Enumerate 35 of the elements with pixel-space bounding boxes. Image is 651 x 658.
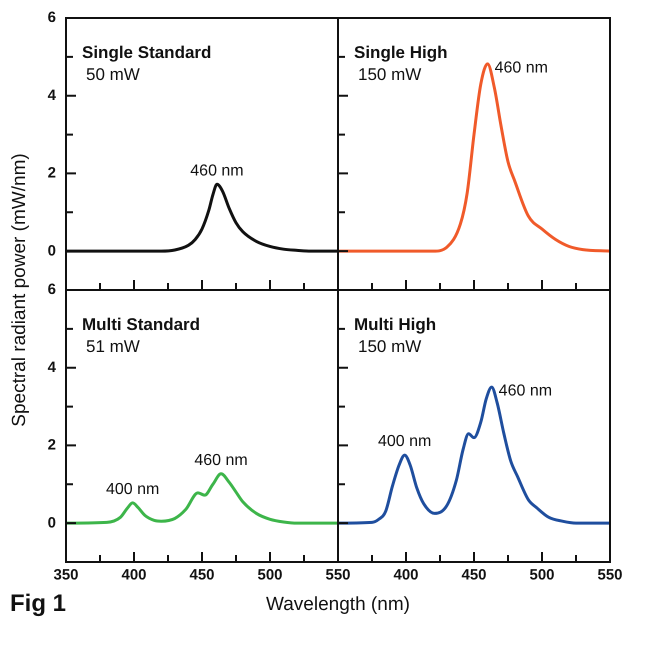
x-tick-label: 350 bbox=[53, 566, 79, 584]
y-tick-label: 4 bbox=[48, 86, 57, 104]
line-series bbox=[66, 472, 338, 525]
text: Multi High bbox=[354, 315, 436, 334]
text: 150 mW bbox=[358, 65, 422, 84]
text: Single Standard bbox=[82, 43, 212, 62]
text: 150 mW bbox=[358, 337, 422, 356]
text: Multi Standard bbox=[82, 315, 200, 334]
caption: Fig 1 bbox=[10, 590, 66, 618]
y-tick-label: 4 bbox=[48, 358, 57, 376]
annotation: 460 nm bbox=[494, 59, 548, 76]
y-axis-title: Spectral radiant power (mW/nm) bbox=[9, 153, 31, 427]
x-tick-label: 550 bbox=[597, 566, 623, 584]
x-axis-title: Wavelength (nm) bbox=[266, 594, 410, 616]
y-tick-label: 2 bbox=[48, 164, 56, 182]
annotation: 400 nm bbox=[378, 433, 432, 450]
x-tick-label: 550 bbox=[325, 566, 351, 584]
x-tick-label: 400 bbox=[393, 566, 419, 584]
x-tick-label: 500 bbox=[529, 566, 555, 584]
y-tick-label: 0 bbox=[48, 514, 56, 532]
x-tick-label: 500 bbox=[257, 566, 283, 584]
x-tick-label: 400 bbox=[121, 566, 147, 584]
text: 50 mW bbox=[86, 65, 140, 84]
y-tick-label: 2 bbox=[48, 436, 56, 454]
annotation: 460 nm bbox=[190, 162, 244, 180]
annotation: 460 nm bbox=[194, 452, 248, 469]
text: Single High bbox=[354, 43, 448, 62]
annotation: 400 nm bbox=[106, 480, 160, 498]
y-tick-label: 6 bbox=[48, 9, 56, 26]
y-tick-label: 0 bbox=[48, 242, 56, 260]
annotation: 460 nm bbox=[498, 382, 552, 400]
text: 51 mW bbox=[86, 337, 140, 356]
x-tick-label: 450 bbox=[461, 566, 487, 584]
y-tick-label: 6 bbox=[48, 281, 56, 298]
x-tick-label: 450 bbox=[189, 566, 215, 584]
